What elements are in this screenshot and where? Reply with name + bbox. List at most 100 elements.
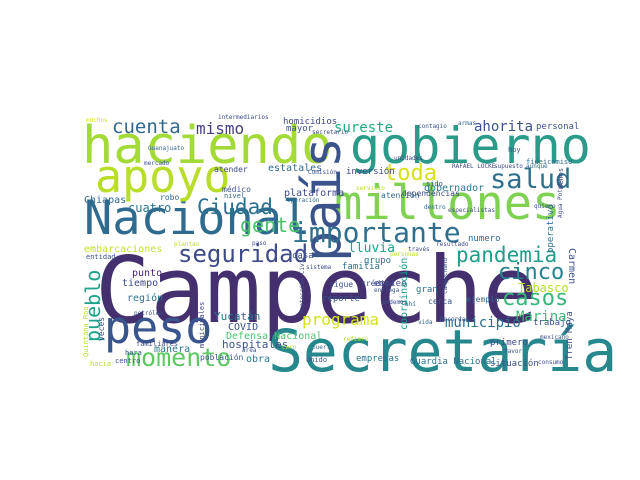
word-reporte: reporte xyxy=(322,294,360,304)
word-hoy: hoy xyxy=(508,146,521,154)
word-coordinación: coordinación xyxy=(398,258,410,330)
word-numero: numero xyxy=(468,234,501,244)
word-mayor: mayor xyxy=(286,124,314,134)
word-nivel: nivel xyxy=(224,192,245,200)
word-mexicano: mexicano xyxy=(540,334,569,341)
word-resultado: resultado xyxy=(436,241,469,248)
word-municipales: municipales xyxy=(198,302,206,348)
word-casos: casos xyxy=(502,286,568,311)
word-sigue: sigue xyxy=(329,280,353,289)
word-nacional: Nacional xyxy=(84,191,310,246)
word-gobierno: gobierno xyxy=(350,117,591,175)
word-inversión: inversión xyxy=(346,166,395,177)
word-guardia-nacional: Guardia Nacional xyxy=(410,357,497,367)
word-campechano: campechano xyxy=(442,257,449,294)
word-salud: salud xyxy=(490,164,571,195)
word-cloud-background xyxy=(80,112,576,370)
word-guanajuato: Guanajuato xyxy=(148,145,185,152)
word-peso: peso xyxy=(104,301,212,354)
word-atender: atender xyxy=(214,165,248,174)
word-muchos: muchos xyxy=(86,117,108,124)
word-entrega: entrega xyxy=(374,287,400,294)
word-mismo: mismo xyxy=(196,119,244,138)
word-pueblo: pueblo xyxy=(81,270,105,342)
word-hospitales: hospitales xyxy=(222,338,288,351)
word-favor: favor xyxy=(504,348,522,355)
word-unidades: unidades xyxy=(394,155,423,162)
word-casa: casa xyxy=(292,251,314,261)
word-operativo: operativo xyxy=(546,204,556,253)
word-manera: manera xyxy=(154,344,190,355)
word-podemos: podemos xyxy=(382,299,408,306)
word-comisión: Comisión xyxy=(308,169,337,176)
word-hacia: hacia xyxy=(90,360,111,368)
word-contagio: contagio xyxy=(418,123,447,130)
word-apoyo: apoyo xyxy=(95,150,230,203)
word-estatales: estatales xyxy=(268,163,322,174)
word-ahorita: ahorita xyxy=(474,119,533,135)
word-millones: millones xyxy=(334,176,560,231)
word-cinco: cinco xyxy=(498,260,564,285)
word-chiapas: Chiapas xyxy=(84,195,126,206)
word-pandemia: pandemia xyxy=(456,243,557,267)
word-refiere: refiere xyxy=(343,336,369,343)
word-momento: momento xyxy=(126,343,231,372)
word-haciendo: haciendo xyxy=(82,116,332,176)
word-covid: COVID xyxy=(228,322,258,333)
word-consumo: consumo xyxy=(538,359,564,366)
word-importante: importante xyxy=(292,216,461,249)
word-especialistas: especialistas xyxy=(448,207,495,214)
word-trabajo: trabajo xyxy=(533,318,571,328)
word-puerto: puerto xyxy=(312,344,334,351)
word-empresas: empresas xyxy=(356,354,399,364)
word-primero: primero xyxy=(490,338,528,348)
word-municipio: municipio xyxy=(445,315,521,331)
word-seguridad: seguridad xyxy=(178,240,308,268)
word-sido: sido xyxy=(426,180,443,188)
word-servicio: servicio xyxy=(356,185,385,192)
word-ahí: ahí xyxy=(405,301,416,308)
word-centro: centro xyxy=(115,357,140,365)
word-embarcaciones: embarcaciones xyxy=(84,244,162,255)
word-tiempo: tiempo xyxy=(122,278,158,289)
word-ciudad: Ciudad xyxy=(197,195,273,219)
word-marina: Marina xyxy=(516,309,567,325)
word-fideicomiso: fideicomiso xyxy=(526,158,572,166)
word-plataforma: plataforma xyxy=(284,188,344,199)
word-campeche: Campeche xyxy=(95,237,538,344)
word-través: través xyxy=(408,246,430,253)
word-región: región xyxy=(127,292,163,304)
word-médico: médico xyxy=(222,184,251,194)
word-obra: obra xyxy=(246,354,270,365)
word-toda: toda xyxy=(384,161,437,186)
word-secretario: secretario xyxy=(312,129,349,136)
word-tabasco: Tabasco xyxy=(518,281,569,295)
word-programa: programa xyxy=(302,310,379,329)
word-menos: menos xyxy=(557,168,565,189)
word-carmen: Carmen xyxy=(566,248,577,284)
word-entidad: entidad xyxy=(86,253,116,261)
word-recordar: Recordar xyxy=(440,316,469,323)
word-lluvia: lluvia xyxy=(348,241,395,256)
word-punto: punto xyxy=(132,268,162,279)
word-quintana-roo: Quintana Roo xyxy=(82,306,90,357)
word-sistema: sistema xyxy=(306,264,332,271)
word-empleo: empleo xyxy=(374,279,407,289)
word-mercado: mercado xyxy=(144,160,170,167)
word-tren-maya: Tren Maya xyxy=(565,311,575,360)
word-gobernador: gobernador xyxy=(424,183,484,194)
word-armas: armas xyxy=(458,120,476,127)
word-unido: Unido xyxy=(306,356,327,364)
word-rafael-locke: RAFAEL LOCKE xyxy=(452,163,496,170)
word-supuesto: supuesto xyxy=(494,163,523,170)
word-situación: situación xyxy=(490,358,539,369)
word-vida: vida xyxy=(418,319,433,326)
word-cuenta: cuenta xyxy=(112,116,181,138)
word-aunque: aunque xyxy=(526,163,548,170)
word-quiero: quiero xyxy=(534,203,556,210)
word-cuatro: cuatro xyxy=(128,201,171,215)
word-familia: familia xyxy=(342,262,380,272)
word-plantas: plantas xyxy=(174,241,200,248)
